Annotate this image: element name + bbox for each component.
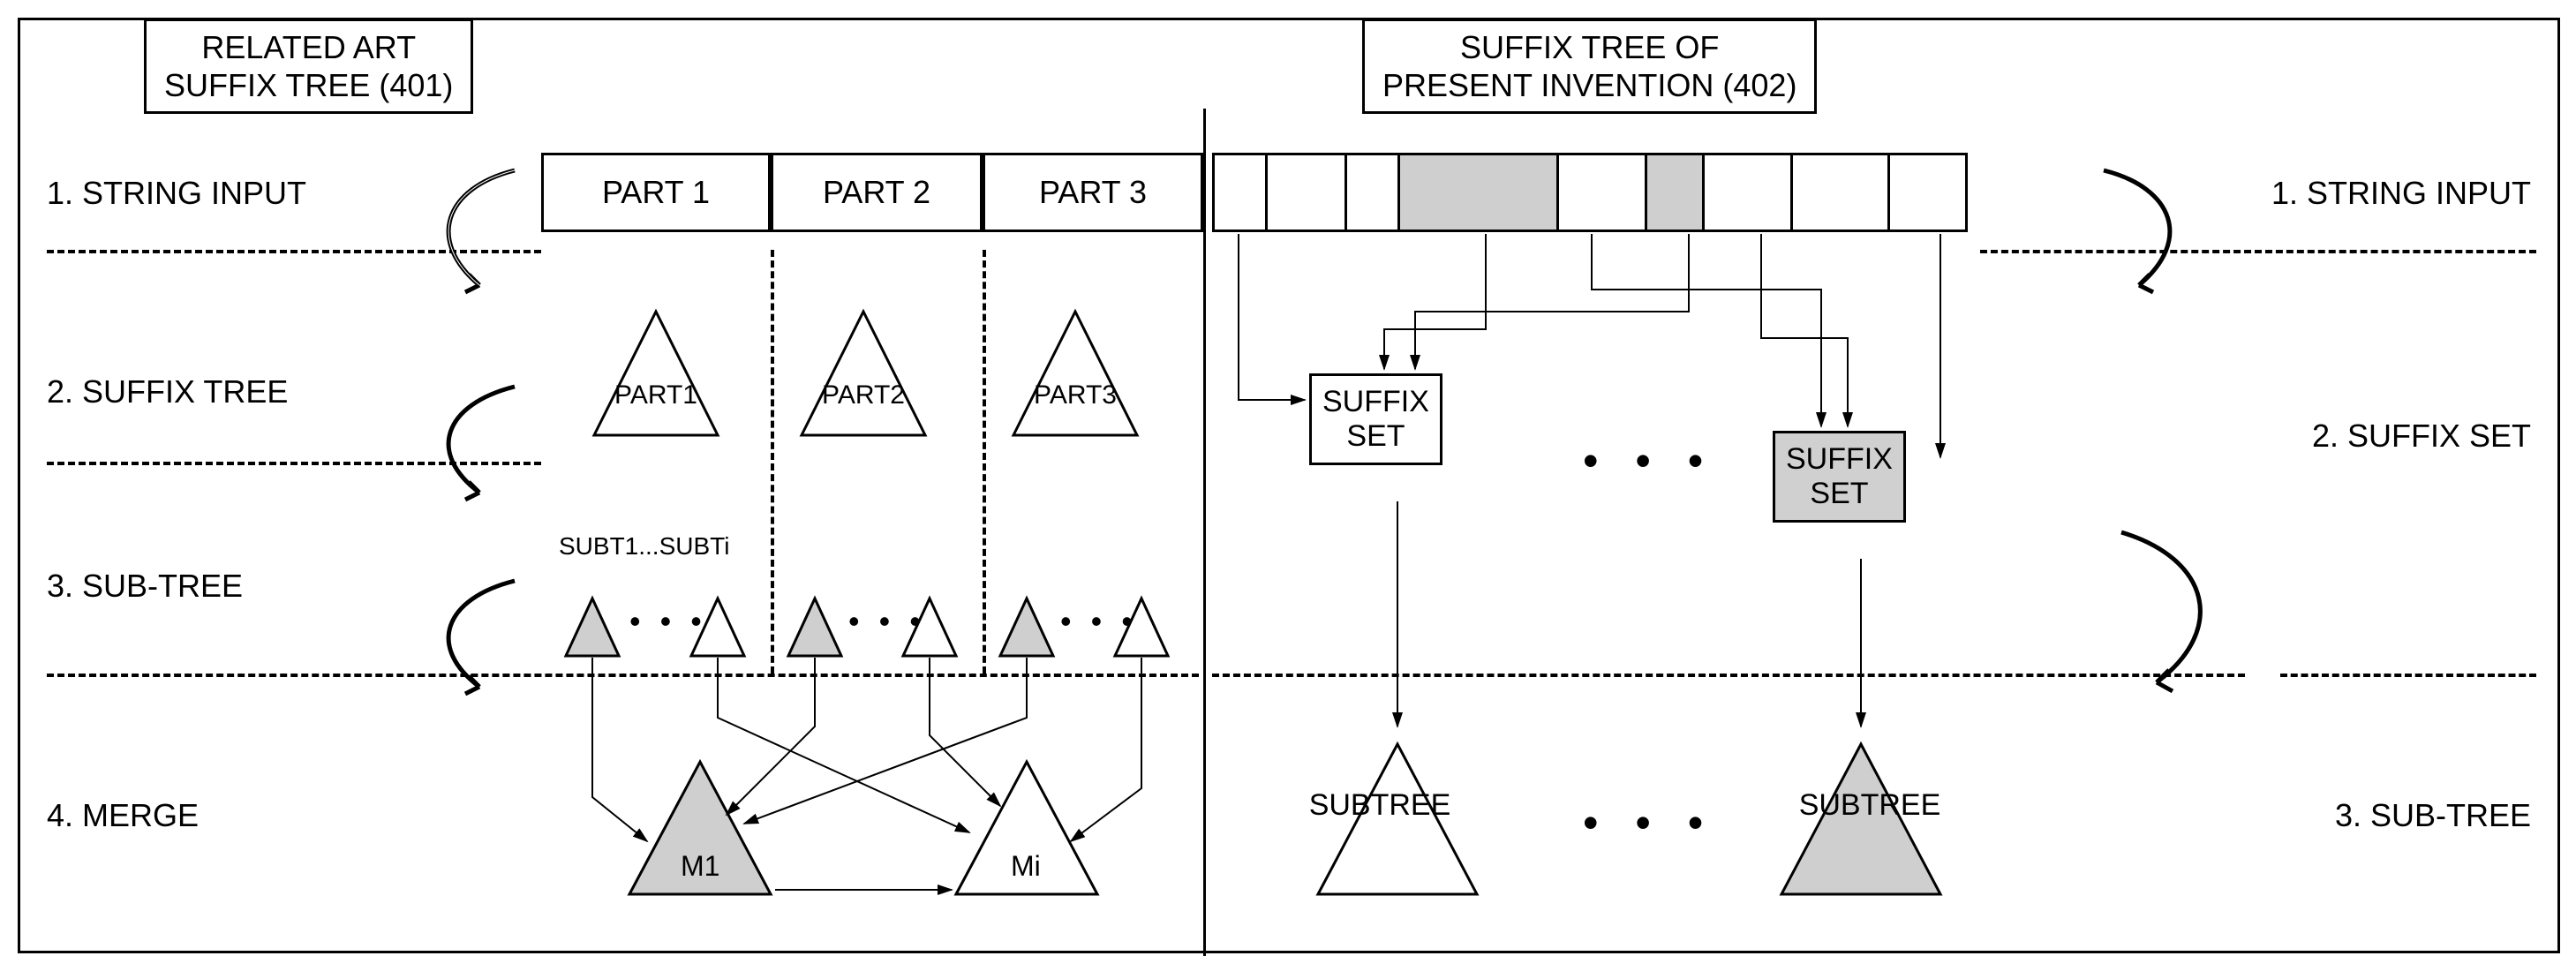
- right-row-3-label: 3. SUB-TREE: [2335, 797, 2531, 834]
- string-segment: [1268, 155, 1347, 230]
- hdash-left-3: [47, 674, 1199, 677]
- tri-part1-label: PART1: [585, 380, 727, 410]
- string-segment: [1647, 155, 1705, 230]
- right-string-segments: [1212, 153, 1968, 232]
- left-row-1-label: 1. STRING INPUT: [47, 175, 306, 212]
- dots-sub2: • • •: [848, 603, 926, 640]
- string-segment: [1890, 155, 1965, 230]
- part-box-2: PART 2: [771, 153, 983, 232]
- header-right-line1: SUFFIX TREE OF: [1382, 28, 1796, 66]
- mi-label: Mi: [1011, 850, 1041, 883]
- right-row-1-label: 1. STRING INPUT: [2271, 175, 2531, 212]
- suffix-set-box-2: SUFFIX SET: [1773, 431, 1906, 523]
- part-box-1: PART 1: [541, 153, 771, 232]
- string-segment: [1347, 155, 1400, 230]
- header-left-line2: SUFFIX TREE (401): [164, 66, 453, 104]
- subtree-right-label: SUBTREE: [1773, 788, 1967, 823]
- tri-part3-label: PART3: [1005, 380, 1146, 410]
- vdash-2: [983, 250, 986, 674]
- left-row-4-label: 4. MERGE: [47, 797, 199, 834]
- dots-sset: • • •: [1583, 435, 1715, 486]
- string-segment: [1215, 155, 1268, 230]
- header-right-line2: PRESENT INVENTION (402): [1382, 66, 1796, 104]
- string-segment: [1559, 155, 1647, 230]
- dots-sub1: • • •: [629, 603, 707, 640]
- suffix-set-box-1: SUFFIX SET: [1309, 373, 1442, 465]
- subtree-left-label: SUBTREE: [1283, 788, 1477, 823]
- header-right: SUFFIX TREE OF PRESENT INVENTION (402): [1362, 19, 1817, 114]
- dots-sub3: • • •: [1060, 603, 1138, 640]
- string-segment: [1400, 155, 1559, 230]
- dots-subtree: • • •: [1583, 797, 1715, 848]
- hdash-right-2b: [2280, 674, 2536, 677]
- step-arrow-left-1: [391, 153, 532, 312]
- step-arrow-left-3: [391, 568, 532, 709]
- hdash-right-2a: [1212, 674, 2245, 677]
- step-arrow-left-2: [391, 373, 532, 515]
- left-row-3-label: 3. SUB-TREE: [47, 568, 243, 605]
- string-segment: [1793, 155, 1890, 230]
- step-arrow-right-1: [2086, 153, 2227, 312]
- part-box-3: PART 3: [983, 153, 1203, 232]
- left-row-2-label: 2. SUFFIX TREE: [47, 373, 288, 410]
- step-arrow-right-2: [2104, 515, 2263, 709]
- header-left: RELATED ART SUFFIX TREE (401): [144, 19, 473, 114]
- sset2-l2: SET: [1786, 477, 1893, 511]
- string-segment: [1705, 155, 1793, 230]
- subt-label: SUBT1...SUBTi: [559, 532, 729, 561]
- m1-label: M1: [681, 850, 719, 883]
- diagram-root: RELATED ART SUFFIX TREE (401) SUFFIX TRE…: [18, 18, 2560, 953]
- center-divider: [1203, 109, 1206, 956]
- sset1-l1: SUFFIX: [1322, 385, 1429, 419]
- sset1-l2: SET: [1322, 419, 1429, 454]
- right-row-2-label: 2. SUFFIX SET: [2312, 418, 2531, 455]
- sset2-l1: SUFFIX: [1786, 442, 1893, 477]
- header-left-line1: RELATED ART: [164, 28, 453, 66]
- vdash-1: [771, 250, 774, 674]
- hdash-right-1: [1980, 250, 2536, 253]
- tri-part2-label: PART2: [793, 380, 934, 410]
